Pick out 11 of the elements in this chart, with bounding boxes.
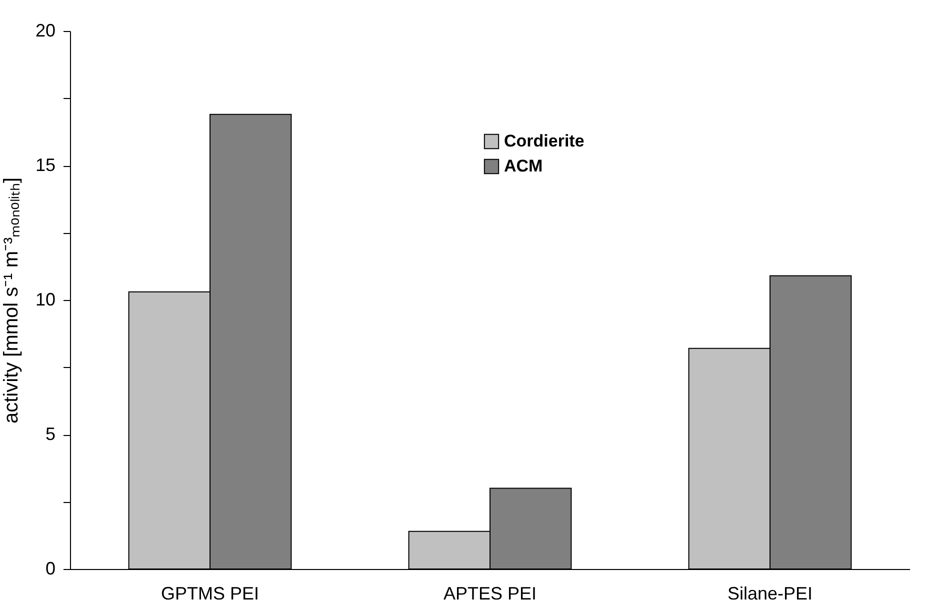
y-tick-label: 20 <box>35 20 56 40</box>
y-tick-label: 0 <box>45 558 56 578</box>
x-tick-label: APTES PEI <box>443 584 537 604</box>
y-axis-title: activity [mmol s⁻¹ m⁻³ₘₒₙₒₗᵢₜₕ] <box>0 177 22 424</box>
y-tick-label: 15 <box>35 155 56 175</box>
y-tick-label: 10 <box>35 290 56 310</box>
legend-label: Cordierite <box>504 132 584 150</box>
legend-label: ACM <box>504 156 543 176</box>
y-tick-label: 5 <box>45 424 56 444</box>
x-tick-label: Silane-PEI <box>727 584 813 604</box>
x-tick-label: GPTMS PEI <box>160 584 260 604</box>
